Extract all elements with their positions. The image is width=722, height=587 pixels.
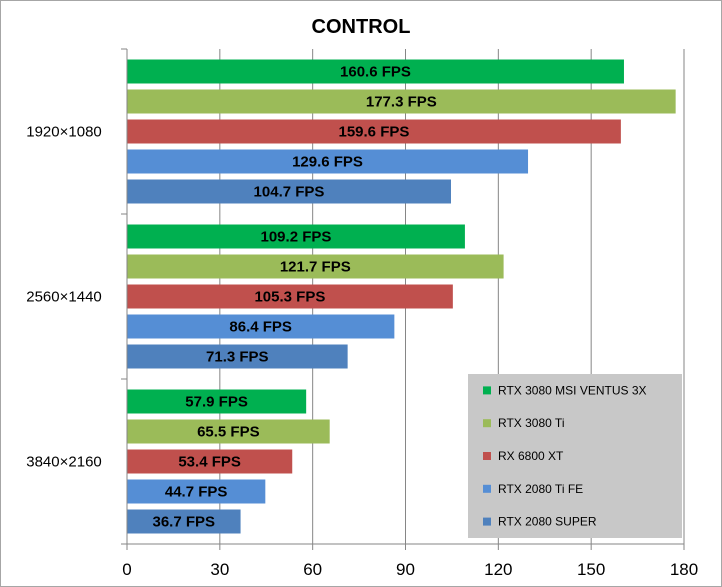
x-tick-label: 30 (210, 560, 229, 579)
legend-label: RTX 3080 Ti (498, 416, 564, 430)
bar (127, 179, 451, 204)
x-tick-label: 90 (396, 560, 415, 579)
data-label: 159.6 FPS (338, 124, 409, 141)
bar (127, 254, 504, 279)
x-tick-label: 0 (122, 560, 131, 579)
data-label: 160.6 FPS (340, 64, 411, 81)
legend-label: RTX 2080 SUPER (498, 515, 597, 529)
category-label: 3840×2160 (26, 454, 102, 471)
data-label: 71.3 FPS (206, 349, 269, 366)
bars: 160.6 FPS 177.3 FPS 159.6 FPS 129.6 FPS 104.… (127, 59, 676, 534)
data-label: 53.4 FPS (178, 454, 241, 471)
bar (127, 284, 453, 309)
bar (127, 314, 395, 339)
bar (127, 344, 348, 369)
chart-title: CONTROL (312, 16, 411, 38)
data-label: 104.7 FPS (254, 184, 325, 201)
data-label: 109.2 FPS (261, 229, 332, 246)
legend-label: RX 6800 XT (498, 449, 564, 463)
legend-label: RTX 3080 MSI VENTUS 3X (498, 383, 647, 397)
bar (127, 224, 465, 249)
bar (127, 149, 529, 174)
legend: RTX 3080 MSI VENTUS 3X RTX 3080 Ti RX 6800… (468, 374, 682, 538)
legend-swatch (483, 419, 491, 428)
bar (127, 89, 676, 114)
bar (127, 449, 293, 474)
bar (127, 119, 621, 144)
bar (127, 419, 330, 444)
category-label: 2560×1440 (26, 289, 102, 306)
bar (127, 389, 307, 414)
data-label: 121.7 FPS (280, 259, 351, 276)
bar (127, 479, 266, 504)
legend-swatch (483, 452, 491, 460)
data-label: 86.4 FPS (229, 319, 292, 336)
legend-swatch (483, 517, 491, 526)
x-tick-label: 120 (484, 560, 512, 579)
data-label: 177.3 FPS (366, 94, 437, 111)
legend-label: RTX 2080 Ti FE (498, 482, 583, 496)
data-label: 57.9 FPS (185, 394, 248, 411)
axes: 0 30 60 90 120 150 180 1920×1080 2560×1440 3840×2… (26, 48, 698, 579)
data-label: 65.5 FPS (197, 424, 260, 441)
x-tick-label: 150 (577, 560, 605, 579)
data-label: 44.7 FPS (165, 484, 228, 501)
x-tick-label: 180 (670, 560, 698, 579)
data-label: 36.7 FPS (153, 514, 216, 531)
bar (127, 509, 241, 534)
x-tick-label: 60 (303, 560, 322, 579)
data-label: 129.6 FPS (292, 154, 363, 171)
bar (127, 59, 624, 84)
legend-swatch (483, 484, 491, 493)
category-label: 1920×1080 (26, 124, 102, 141)
data-label: 105.3 FPS (254, 289, 325, 306)
legend-box (468, 374, 682, 538)
legend-swatch (483, 386, 491, 395)
